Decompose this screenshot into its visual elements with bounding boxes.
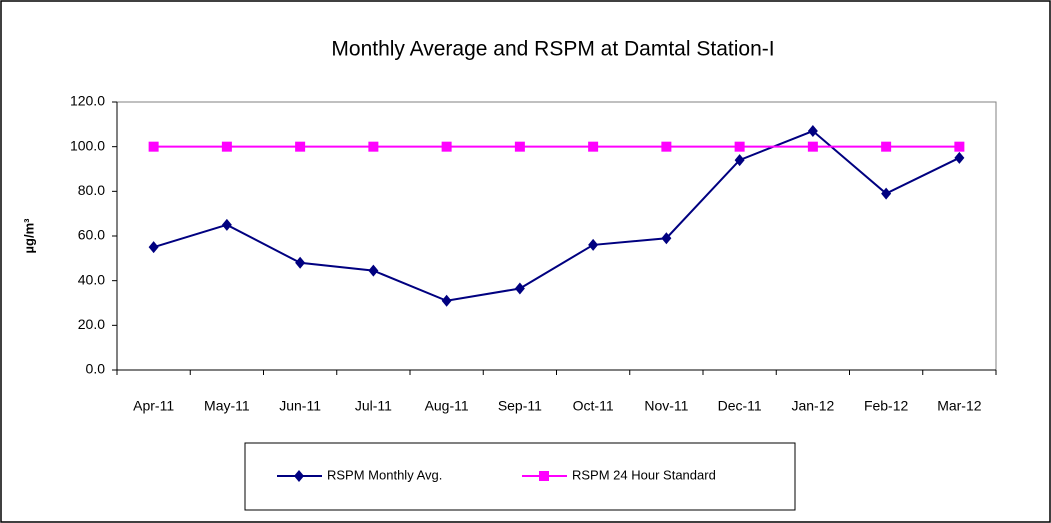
- data-point: [441, 141, 452, 152]
- legend-box: [244, 442, 796, 511]
- x-tick-label: Mar-12: [937, 398, 982, 414]
- x-tick-label: Jun-11: [279, 398, 321, 414]
- data-point: [588, 141, 599, 152]
- data-point: [221, 218, 232, 231]
- data-point: [295, 141, 306, 152]
- data-point: [514, 141, 525, 152]
- series-line: [153, 129, 960, 302]
- y-tick-label: 100.0: [70, 137, 105, 153]
- y-tick-label: 120.0: [70, 93, 105, 109]
- data-point: [954, 141, 965, 152]
- data-point: [954, 151, 965, 164]
- data-point: [368, 141, 379, 152]
- data-point: [734, 154, 745, 167]
- x-tick-label: Oct-11: [573, 398, 614, 414]
- data-point: [295, 256, 306, 269]
- y-tick-label: 40.0: [78, 271, 105, 287]
- data-point: [148, 241, 159, 254]
- x-tick-label: Sep-11: [498, 398, 542, 414]
- legend-label: RSPM Monthly Avg.: [327, 467, 442, 482]
- x-tick-label: Jan-12: [791, 398, 834, 414]
- data-point: [807, 125, 818, 138]
- x-tick-label: Aug-11: [425, 398, 469, 414]
- data-point: [881, 187, 892, 200]
- legend-marker: [539, 471, 549, 481]
- data-point: [514, 282, 525, 295]
- y-tick-label: 60.0: [78, 227, 105, 243]
- x-tick-label: May-11: [204, 398, 250, 414]
- data-point: [148, 141, 159, 152]
- data-point: [221, 141, 232, 152]
- data-point: [661, 141, 672, 152]
- data-point: [807, 141, 818, 152]
- x-tick-label: Jul-11: [355, 398, 392, 414]
- data-point: [881, 141, 892, 152]
- y-tick-label: 0.0: [86, 361, 106, 377]
- x-tick-label: Dec-11: [718, 398, 762, 414]
- data-point: [441, 294, 452, 307]
- chart-title: Monthly Average and RSPM at Damtal Stati…: [331, 38, 774, 61]
- y-tick-label: 20.0: [78, 316, 105, 332]
- data-point: [368, 264, 379, 277]
- y-axis-label: µg/m³: [21, 218, 36, 254]
- legend-marker: [294, 470, 304, 482]
- data-point: [661, 232, 672, 245]
- data-point: [588, 238, 599, 251]
- x-tick-label: Apr-11: [133, 398, 174, 414]
- x-tick-label: Nov-11: [644, 398, 688, 414]
- y-tick-label: 80.0: [78, 182, 105, 198]
- data-point: [734, 141, 745, 152]
- x-tick-label: Feb-12: [864, 398, 909, 414]
- legend-label: RSPM 24 Hour Standard: [572, 467, 716, 482]
